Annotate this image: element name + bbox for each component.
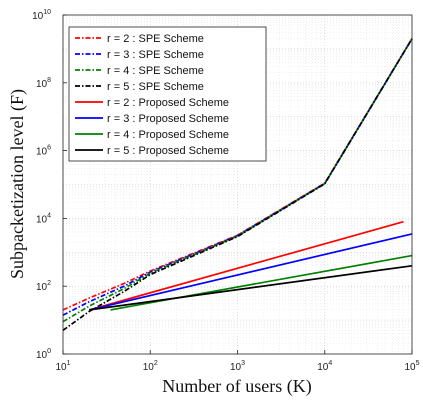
x-tick-label: 102	[143, 360, 158, 373]
legend-entry-label: r = 4 : SPE Scheme	[107, 65, 204, 77]
legend-box	[68, 26, 267, 162]
legend-entry-label: r = 4 : Proposed Scheme	[107, 129, 229, 141]
legend: r = 2 : SPE Scheme r = 3 : SPE Scheme r = …	[68, 26, 267, 162]
series-line-6	[89, 233, 413, 311]
legend-entry-label: r = 3 : Proposed Scheme	[107, 113, 229, 125]
series-line-3	[62, 38, 413, 323]
series-line-4	[62, 38, 413, 331]
y-tick-label: 108	[36, 77, 51, 90]
legend-entry-label: r = 2 : SPE Scheme	[107, 33, 204, 45]
series-layer	[62, 38, 413, 331]
y-tick-label: 100	[36, 348, 51, 361]
legend-entry-label: r = 5 : Proposed Scheme	[107, 145, 229, 157]
ticks: 101 102 103 104 105 100 102 104 106 108 1010	[32, 9, 420, 373]
y-tick-label: 102	[36, 280, 51, 293]
x-tick-label: 103	[230, 360, 245, 373]
x-tick-label: 104	[317, 360, 332, 373]
legend-entry-label: r = 5 : SPE Scheme	[107, 81, 204, 93]
series-line-2	[62, 38, 413, 316]
x-tick-label: 101	[55, 360, 70, 373]
series-line-8	[89, 264, 413, 311]
legend-entry-label: r = 3 : SPE Scheme	[107, 49, 204, 61]
x-tick-label: 105	[404, 360, 419, 373]
x-axis-label: Number of users (K)	[162, 376, 311, 397]
y-tick-label: 106	[36, 145, 51, 158]
y-axis-label: Subpacketization level (F)	[7, 89, 28, 279]
y-tick-label: 1010	[32, 9, 51, 22]
series-line-5	[89, 220, 404, 311]
legend-entry-label: r = 2 : Proposed Scheme	[107, 97, 229, 109]
y-tick-label: 104	[36, 212, 51, 225]
